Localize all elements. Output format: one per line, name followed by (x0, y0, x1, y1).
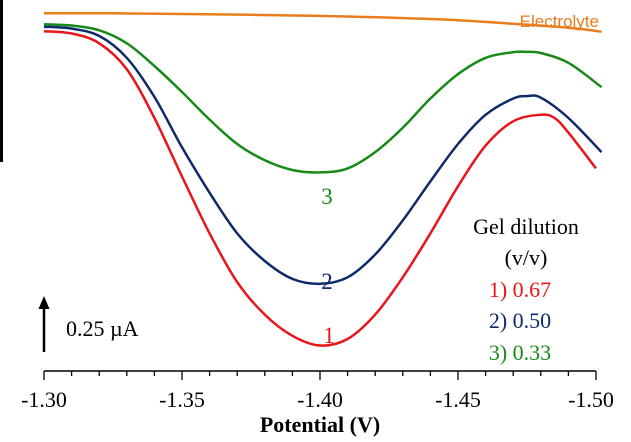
legend-subtitle: (v/v) (505, 245, 548, 270)
series-line-3 (43, 22, 603, 174)
legend-entry-2: 2) 0.50 (489, 308, 551, 333)
legend-title: Gel dilution (473, 214, 579, 239)
series-line-2 (43, 25, 603, 286)
series-label-1: 1 (323, 323, 335, 348)
x-tick-label: -1.40 (297, 387, 343, 412)
series-line-1 (43, 29, 597, 347)
x-axis: -1.30 -1.35 -1.40 -1.45 -1.50 (21, 370, 614, 412)
x-tick-label: -1.50 (568, 387, 614, 412)
series-label-2: 2 (321, 269, 333, 294)
scale-bar-label: 0.25 µA (66, 316, 139, 341)
legend-entry-1: 1) 0.67 (489, 277, 551, 302)
x-tick-label: -1.45 (435, 387, 481, 412)
x-tick-label: -1.30 (21, 387, 67, 412)
left-edge-bar (0, 0, 3, 162)
legend-entry-3: 3) 0.33 (489, 340, 551, 365)
x-axis-title: Potential (V) (260, 412, 380, 437)
scale-bar-arrow-icon (38, 296, 50, 309)
series-label-3: 3 (321, 184, 333, 209)
series-label-electrolyte: Electrolyte (520, 12, 599, 31)
series-line-electrolyte (43, 11, 602, 33)
series-layer (43, 11, 603, 347)
scale-bar: 0.25 µA (38, 296, 139, 352)
x-tick-label: -1.35 (159, 387, 205, 412)
